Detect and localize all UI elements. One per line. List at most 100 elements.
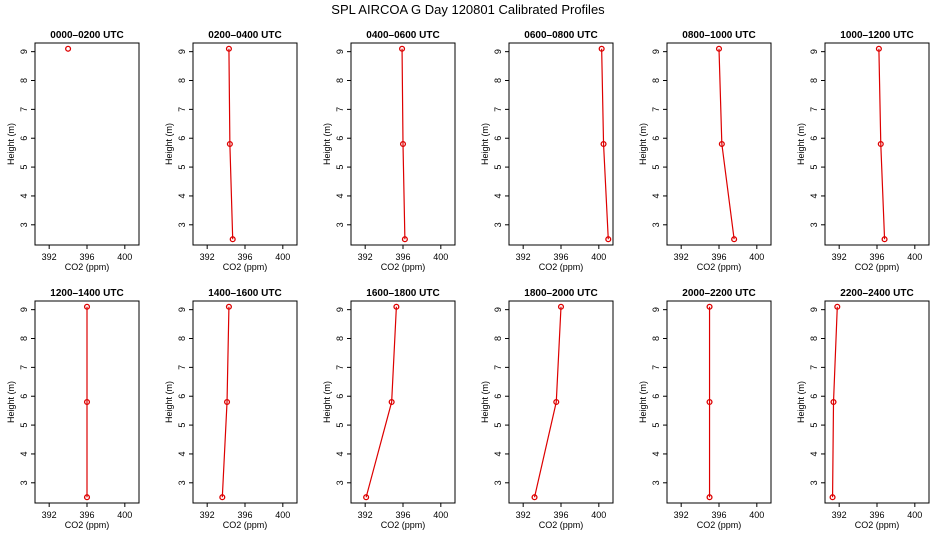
y-tick-label: 5 xyxy=(651,423,661,428)
x-axis-label: CO2 (ppm) xyxy=(65,520,110,530)
data-point xyxy=(834,303,841,310)
data-point xyxy=(731,236,738,243)
x-tick-label: 392 xyxy=(358,510,373,520)
x-tick-label: 400 xyxy=(117,510,132,520)
y-tick-label: 5 xyxy=(493,423,503,428)
y-tick-label: 4 xyxy=(335,193,345,198)
data-point xyxy=(553,398,560,406)
y-tick-label: 4 xyxy=(177,451,187,456)
y-tick-label: 7 xyxy=(651,107,661,112)
panel-title: 0600–0800 UTC xyxy=(524,30,597,41)
y-tick-label: 4 xyxy=(651,193,661,198)
x-tick-label: 400 xyxy=(591,252,606,262)
data-point xyxy=(229,236,236,243)
x-tick-label: 396 xyxy=(395,252,410,262)
y-axis-label: Height (m) xyxy=(164,381,174,423)
data-point xyxy=(829,494,836,501)
data-point xyxy=(83,494,91,501)
x-tick-label: 400 xyxy=(591,510,606,520)
y-tick-label: 4 xyxy=(177,193,187,198)
x-axis-label: CO2 (ppm) xyxy=(65,262,110,272)
y-tick-label: 3 xyxy=(335,480,345,485)
y-tick-label: 7 xyxy=(651,365,661,370)
y-axis-label: Height (m) xyxy=(480,381,490,423)
x-axis-label: CO2 (ppm) xyxy=(697,520,742,530)
panel-title: 1800–2000 UTC xyxy=(524,288,597,299)
y-tick-label: 3 xyxy=(809,222,819,227)
x-tick-label: 392 xyxy=(516,252,531,262)
y-tick-label: 8 xyxy=(335,78,345,83)
x-tick-label: 400 xyxy=(117,252,132,262)
x-axis-label: CO2 (ppm) xyxy=(381,520,426,530)
y-tick-label: 7 xyxy=(335,365,345,370)
y-tick-label: 8 xyxy=(19,78,29,83)
y-axis-label: Height (m) xyxy=(638,381,648,423)
data-point xyxy=(225,303,232,310)
y-tick-label: 3 xyxy=(809,480,819,485)
y-tick-label: 4 xyxy=(493,451,503,456)
series-line xyxy=(228,48,234,240)
y-tick-label: 8 xyxy=(651,78,661,83)
y-tick-label: 4 xyxy=(335,451,345,456)
x-tick-label: 396 xyxy=(711,510,726,520)
panel-title: 0000–0200 UTC xyxy=(50,30,123,41)
x-tick-label: 396 xyxy=(237,510,252,520)
y-tick-label: 3 xyxy=(493,480,503,485)
data-point xyxy=(219,494,226,501)
y-tick-label: 9 xyxy=(177,49,187,54)
y-tick-label: 3 xyxy=(651,222,661,227)
x-tick-label: 396 xyxy=(553,252,568,262)
y-axis-label: Height (m) xyxy=(6,381,16,423)
panel-title: 2200–2400 UTC xyxy=(840,288,913,299)
y-tick-label: 7 xyxy=(335,107,345,112)
y-tick-label: 5 xyxy=(493,165,503,170)
data-point xyxy=(223,398,231,406)
y-tick-label: 8 xyxy=(335,336,345,341)
x-tick-label: 392 xyxy=(200,510,215,520)
y-tick-label: 8 xyxy=(651,336,661,341)
y-tick-label: 8 xyxy=(809,78,819,83)
panel-title: 0400–0600 UTC xyxy=(366,30,439,41)
x-tick-label: 392 xyxy=(516,510,531,520)
figure-title: SPL AIRCOA G Day 120801 Calibrated Profi… xyxy=(331,2,605,17)
y-tick-label: 5 xyxy=(651,165,661,170)
panel-title: 1000–1200 UTC xyxy=(840,30,913,41)
plot-frame xyxy=(824,300,930,504)
x-tick-label: 392 xyxy=(200,252,215,262)
y-tick-label: 3 xyxy=(493,222,503,227)
x-tick-label: 392 xyxy=(358,252,373,262)
y-tick-label: 8 xyxy=(493,336,503,341)
data-point xyxy=(706,398,713,406)
x-tick-label: 392 xyxy=(42,510,57,520)
data-point xyxy=(557,303,565,310)
x-tick-label: 396 xyxy=(869,252,884,262)
data-point xyxy=(600,140,607,148)
y-tick-label: 7 xyxy=(177,107,187,112)
y-tick-label: 9 xyxy=(809,307,819,312)
y-tick-label: 5 xyxy=(177,423,187,428)
plot-frame xyxy=(350,300,456,504)
x-tick-label: 392 xyxy=(832,510,847,520)
x-tick-label: 400 xyxy=(907,252,922,262)
x-axis-label: CO2 (ppm) xyxy=(539,520,584,530)
data-point xyxy=(718,140,725,148)
x-tick-label: 396 xyxy=(79,510,94,520)
y-tick-label: 7 xyxy=(493,107,503,112)
x-tick-label: 400 xyxy=(749,252,764,262)
x-tick-label: 392 xyxy=(674,510,689,520)
y-tick-label: 6 xyxy=(177,394,187,399)
y-tick-label: 3 xyxy=(19,222,29,227)
y-tick-label: 9 xyxy=(651,49,661,54)
panel-title: 1600–1800 UTC xyxy=(366,288,439,299)
plot-frame xyxy=(508,300,614,504)
data-point xyxy=(65,45,72,52)
y-tick-label: 9 xyxy=(19,307,29,312)
y-axis-label: Height (m) xyxy=(164,123,174,165)
y-tick-label: 7 xyxy=(19,365,29,370)
plot-frame xyxy=(508,42,614,246)
y-tick-label: 6 xyxy=(651,394,661,399)
data-point xyxy=(598,45,605,52)
data-point xyxy=(875,45,882,52)
data-point xyxy=(605,236,612,243)
data-point xyxy=(399,140,407,148)
